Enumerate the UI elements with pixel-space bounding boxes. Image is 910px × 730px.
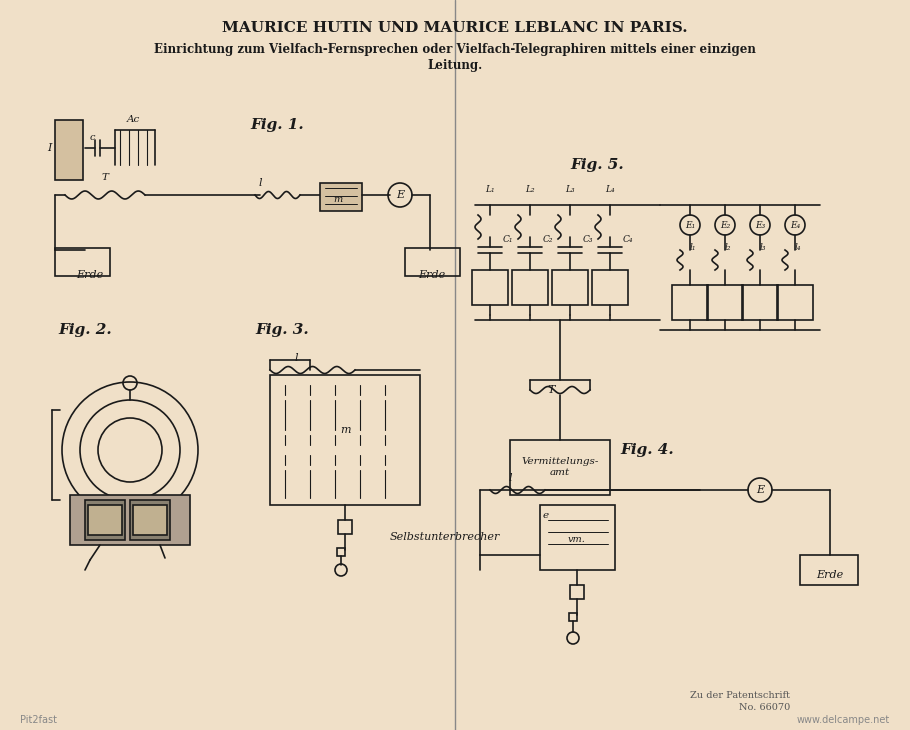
Text: E: E xyxy=(756,485,764,495)
Text: C₄: C₄ xyxy=(622,236,633,245)
Bar xyxy=(70,495,190,545)
Bar xyxy=(510,440,610,495)
Bar xyxy=(88,505,122,535)
Text: C₂: C₂ xyxy=(542,236,553,245)
Bar xyxy=(55,248,110,276)
Bar xyxy=(338,520,352,534)
Text: l: l xyxy=(509,473,511,483)
Text: No. 66070: No. 66070 xyxy=(739,704,790,712)
Bar xyxy=(55,120,83,180)
Text: T: T xyxy=(548,385,555,395)
Bar xyxy=(707,285,743,320)
Bar xyxy=(552,270,588,305)
Bar xyxy=(777,285,813,320)
Text: m: m xyxy=(339,425,350,435)
Text: l: l xyxy=(258,178,262,188)
Bar xyxy=(570,585,584,599)
Text: T: T xyxy=(102,174,108,182)
Text: Pit2fast: Pit2fast xyxy=(20,715,57,725)
Bar xyxy=(512,270,548,305)
Text: l₃: l₃ xyxy=(760,244,766,253)
Bar xyxy=(133,505,167,535)
Text: l₁: l₁ xyxy=(690,244,696,253)
Text: Leitung.: Leitung. xyxy=(428,58,482,72)
Text: www.delcampe.net: www.delcampe.net xyxy=(797,715,890,725)
Text: Erde: Erde xyxy=(816,570,844,580)
Text: vm.: vm. xyxy=(568,536,586,545)
Text: Vermittelungs-
amt: Vermittelungs- amt xyxy=(521,457,599,477)
Text: L₁: L₁ xyxy=(485,185,495,194)
Text: Erde: Erde xyxy=(76,270,104,280)
Text: l₂: l₂ xyxy=(725,244,732,253)
Bar xyxy=(130,500,170,540)
Text: MAURICE HUTIN UND MAURICE LEBLANC IN PARIS.: MAURICE HUTIN UND MAURICE LEBLANC IN PAR… xyxy=(222,21,688,35)
Bar xyxy=(270,375,420,505)
Text: C₁: C₁ xyxy=(502,236,513,245)
Text: E: E xyxy=(396,190,404,200)
Text: Fig. 1.: Fig. 1. xyxy=(250,118,304,132)
Text: L₃: L₃ xyxy=(565,185,575,194)
Text: L₂: L₂ xyxy=(525,185,535,194)
Bar xyxy=(472,270,508,305)
Text: E₃: E₃ xyxy=(755,220,765,229)
Text: Zu der Patentschrift: Zu der Patentschrift xyxy=(690,691,790,699)
Text: m: m xyxy=(333,196,343,204)
Text: C₃: C₃ xyxy=(582,236,593,245)
Text: E₂: E₂ xyxy=(720,220,730,229)
Text: Fig. 3.: Fig. 3. xyxy=(255,323,308,337)
Bar xyxy=(320,183,362,211)
Bar xyxy=(569,613,577,621)
Bar xyxy=(85,500,125,540)
Text: Einrichtung zum Vielfach-Fernsprechen oder Vielfach-Telegraphiren mittels einer : Einrichtung zum Vielfach-Fernsprechen od… xyxy=(154,44,756,56)
Text: Ac: Ac xyxy=(126,115,139,125)
Text: I: I xyxy=(47,143,52,153)
Text: Fig. 5.: Fig. 5. xyxy=(570,158,623,172)
Bar xyxy=(672,285,708,320)
Bar xyxy=(592,270,628,305)
Bar xyxy=(540,505,615,570)
Bar xyxy=(405,248,460,276)
Text: Fig. 2.: Fig. 2. xyxy=(58,323,112,337)
Text: l: l xyxy=(294,353,298,363)
Bar xyxy=(742,285,778,320)
Bar xyxy=(337,548,345,556)
Bar xyxy=(800,555,858,585)
Text: E₁: E₁ xyxy=(685,220,695,229)
Text: L₄: L₄ xyxy=(605,185,615,194)
Text: l₄: l₄ xyxy=(795,244,802,253)
Text: e: e xyxy=(543,510,549,520)
Text: E₄: E₄ xyxy=(790,220,800,229)
Text: Selbstunterbrecher: Selbstunterbrecher xyxy=(390,532,500,542)
Text: Erde: Erde xyxy=(419,270,446,280)
Text: c: c xyxy=(89,134,95,142)
Text: Fig. 4.: Fig. 4. xyxy=(620,443,673,457)
